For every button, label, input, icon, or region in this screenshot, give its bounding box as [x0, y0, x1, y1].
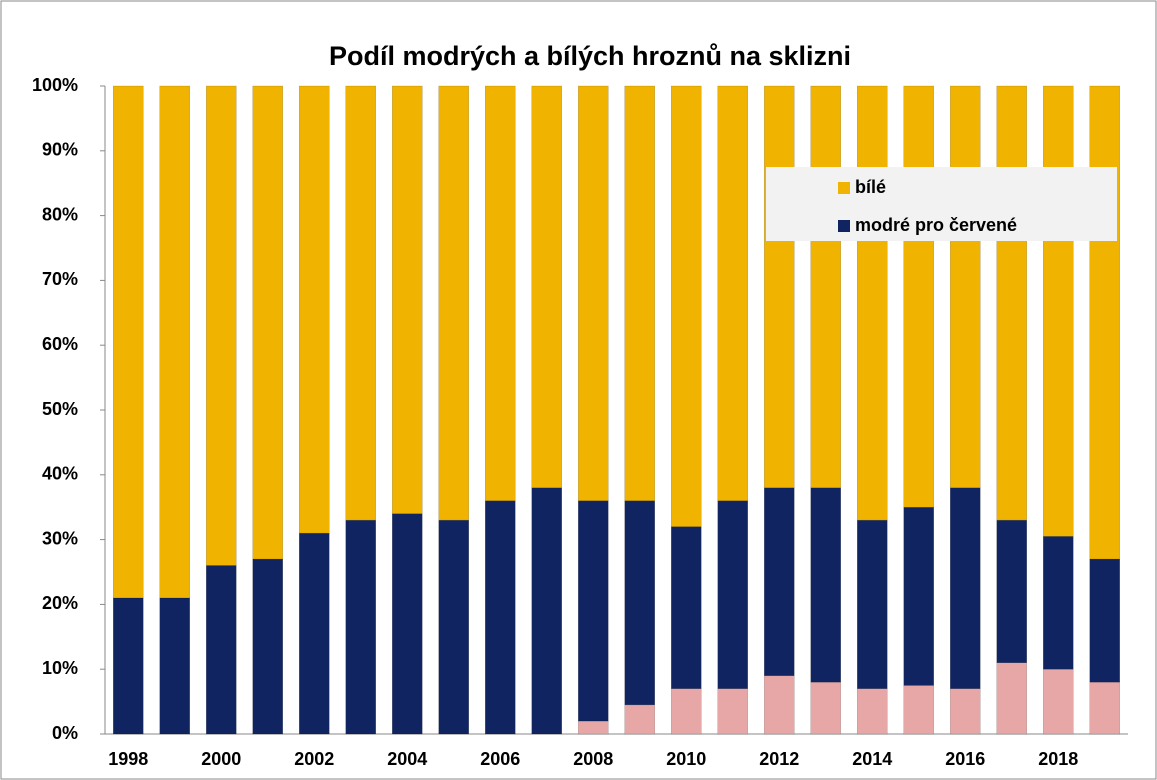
bar-segment — [857, 519, 888, 689]
bar-segment — [1043, 85, 1074, 537]
bar-segment — [531, 487, 562, 735]
bar-segment — [950, 487, 981, 689]
chart-title: Podíl modrých a bílých hroznů na sklizni — [329, 41, 851, 71]
bar-segment — [903, 685, 934, 735]
bar-segment — [671, 526, 702, 689]
bar-segment — [903, 85, 934, 508]
bar-segment — [810, 681, 841, 735]
bar-segment — [996, 85, 1027, 521]
y-tick-label: 10% — [42, 658, 78, 678]
bar-segment — [113, 597, 144, 735]
bar-segment — [1043, 536, 1074, 670]
x-tick-label: 2004 — [387, 749, 427, 769]
y-tick-label: 80% — [42, 204, 78, 224]
x-tick-label: 2016 — [945, 749, 985, 769]
bar-segment — [531, 85, 562, 489]
x-tick-label: 1998 — [108, 749, 148, 769]
bar-segment — [206, 85, 237, 566]
bar-segment — [903, 506, 934, 686]
x-tick-label: 2006 — [480, 749, 520, 769]
x-tick-label: 2018 — [1038, 749, 1078, 769]
bar-segment — [392, 513, 423, 735]
bar-segment — [624, 85, 655, 501]
y-tick-label: 20% — [42, 593, 78, 613]
bar-segment — [485, 500, 516, 735]
bar-segment — [950, 688, 981, 735]
x-tick-label: 2000 — [201, 749, 241, 769]
bar-segment — [764, 85, 795, 489]
bar-segment — [1089, 85, 1120, 560]
bar-segment — [578, 500, 609, 722]
bar-segment — [717, 85, 748, 501]
y-tick-label: 70% — [42, 269, 78, 289]
x-tick-label: 2002 — [294, 749, 334, 769]
bar-segment — [299, 532, 330, 735]
bar-segment — [996, 519, 1027, 663]
bar-segment — [717, 688, 748, 735]
y-tick-label: 0% — [52, 723, 78, 743]
bar-segment — [717, 500, 748, 689]
y-tick-label: 60% — [42, 334, 78, 354]
x-tick-label: 2010 — [666, 749, 706, 769]
bar-segment — [299, 85, 330, 534]
bar-segment — [1043, 668, 1074, 735]
bar-segment — [857, 688, 888, 735]
bar-segment — [764, 675, 795, 735]
x-tick-label: 2014 — [852, 749, 892, 769]
bar-segment — [485, 85, 516, 501]
legend-label: bílé — [855, 177, 886, 197]
bar-segment — [578, 720, 609, 735]
y-tick-label: 50% — [42, 399, 78, 419]
bar-segment — [345, 519, 376, 735]
bar-segment — [624, 704, 655, 735]
bar-segment — [950, 85, 981, 489]
bar-segment — [438, 85, 469, 521]
legend-swatch — [838, 220, 850, 232]
bar-segment — [996, 662, 1027, 735]
bar-segment — [345, 85, 376, 521]
bar-segment — [159, 85, 190, 599]
bar-segment — [624, 500, 655, 706]
bar-segment — [578, 85, 609, 501]
bar-segment — [671, 688, 702, 735]
bar-segment — [113, 85, 144, 599]
bar-segment — [252, 558, 283, 735]
bar-segment — [810, 85, 841, 489]
bar-segment — [671, 85, 702, 527]
y-tick-label: 90% — [42, 140, 78, 160]
bar-segment — [764, 487, 795, 676]
x-tick-label: 2012 — [759, 749, 799, 769]
y-tick-label: 40% — [42, 464, 78, 484]
bar-segment — [252, 85, 283, 560]
bar-segment — [392, 85, 423, 514]
bar-segment — [159, 597, 190, 735]
y-tick-label: 100% — [32, 75, 78, 95]
bar-segment — [1089, 681, 1120, 735]
legend-box — [766, 167, 1117, 241]
legend-label: modré pro červené — [855, 215, 1017, 235]
bar-segment — [810, 487, 841, 683]
bar-segment — [857, 85, 888, 521]
bar-segment — [1089, 558, 1120, 683]
legend-swatch — [838, 182, 850, 194]
bar-segment — [438, 519, 469, 735]
x-tick-label: 2008 — [573, 749, 613, 769]
bar-segment — [206, 565, 237, 735]
y-tick-label: 30% — [42, 528, 78, 548]
